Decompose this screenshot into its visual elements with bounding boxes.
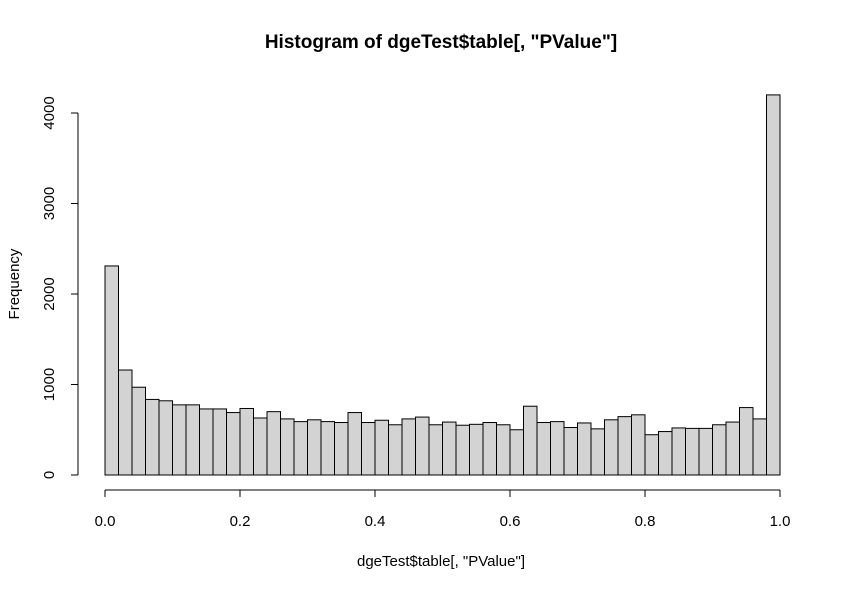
histogram-bar xyxy=(199,408,214,476)
x-tick-label: 0.6 xyxy=(500,513,521,530)
histogram-bar xyxy=(685,427,700,476)
histogram-bar xyxy=(118,369,133,476)
histogram-bar xyxy=(334,422,349,476)
x-tick-label: 0.2 xyxy=(230,513,251,530)
histogram-bar xyxy=(752,418,767,476)
y-axis-label: Frequency xyxy=(6,248,23,319)
y-tick-label: 0 xyxy=(41,471,58,479)
histogram-bar xyxy=(374,419,389,476)
histogram-bar xyxy=(401,418,416,476)
y-tick-label: 4000 xyxy=(41,96,58,129)
histogram-bar xyxy=(604,419,619,476)
histogram-bar xyxy=(226,412,241,476)
histogram-bar xyxy=(712,424,727,476)
histogram-bar xyxy=(172,404,187,476)
histogram-bar xyxy=(307,419,322,476)
histogram-bar xyxy=(469,423,484,476)
histogram-bar xyxy=(212,408,227,476)
histogram-bar xyxy=(563,426,578,476)
histogram-bar xyxy=(239,407,254,476)
x-tick-label: 1.0 xyxy=(770,513,791,530)
histogram-bar xyxy=(698,427,713,476)
histogram-bar xyxy=(577,422,592,476)
histogram-bar xyxy=(617,416,632,476)
histogram-bar xyxy=(523,405,538,476)
chart-title: Histogram of dgeTest$table[, "PValue"] xyxy=(265,32,617,53)
histogram-bar xyxy=(361,422,376,476)
histogram-bar xyxy=(455,424,470,476)
histogram-bar xyxy=(347,412,362,476)
histogram-bar xyxy=(185,404,200,476)
histogram-bar xyxy=(482,422,497,476)
histogram-bar xyxy=(266,411,281,476)
histogram-bar xyxy=(253,417,268,476)
bars-group xyxy=(104,94,781,476)
histogram-bar xyxy=(428,424,443,476)
histogram-bar xyxy=(496,424,511,476)
histogram-bar xyxy=(415,416,430,476)
histogram-bar xyxy=(766,94,781,476)
histogram-bar xyxy=(131,386,146,476)
x-tick-label: 0.4 xyxy=(365,513,386,530)
y-tick-label: 3000 xyxy=(41,187,58,220)
histogram-bar xyxy=(158,400,173,476)
histogram-bar xyxy=(509,429,524,476)
histogram-bar xyxy=(590,428,605,476)
histogram-bar xyxy=(550,421,565,476)
x-tick-label: 0.0 xyxy=(95,513,116,530)
y-tick-label: 2000 xyxy=(41,277,58,310)
histogram-bar xyxy=(280,418,295,476)
histogram-bar xyxy=(442,421,457,476)
histogram-bar xyxy=(104,265,119,476)
histogram-bar xyxy=(725,421,740,476)
histogram-bar xyxy=(293,421,308,476)
y-axis: 0 1000 2000 3000 4000 xyxy=(41,96,79,479)
histogram-bar xyxy=(320,421,335,476)
histogram-bar xyxy=(536,422,551,476)
histogram-bar xyxy=(145,398,160,476)
histogram-bar xyxy=(739,407,754,476)
x-axis: 0.0 0.2 0.4 0.6 0.8 1.0 xyxy=(95,489,791,530)
histogram-bar xyxy=(658,431,673,476)
x-axis-label: dgeTest$table[, "PValue"] xyxy=(357,553,525,570)
histogram-bar xyxy=(644,434,659,476)
histogram-bar xyxy=(388,424,403,476)
x-tick-label: 0.8 xyxy=(635,513,656,530)
y-tick-label: 1000 xyxy=(41,368,58,401)
histogram-bar xyxy=(671,427,686,476)
histogram-bar xyxy=(631,414,646,476)
